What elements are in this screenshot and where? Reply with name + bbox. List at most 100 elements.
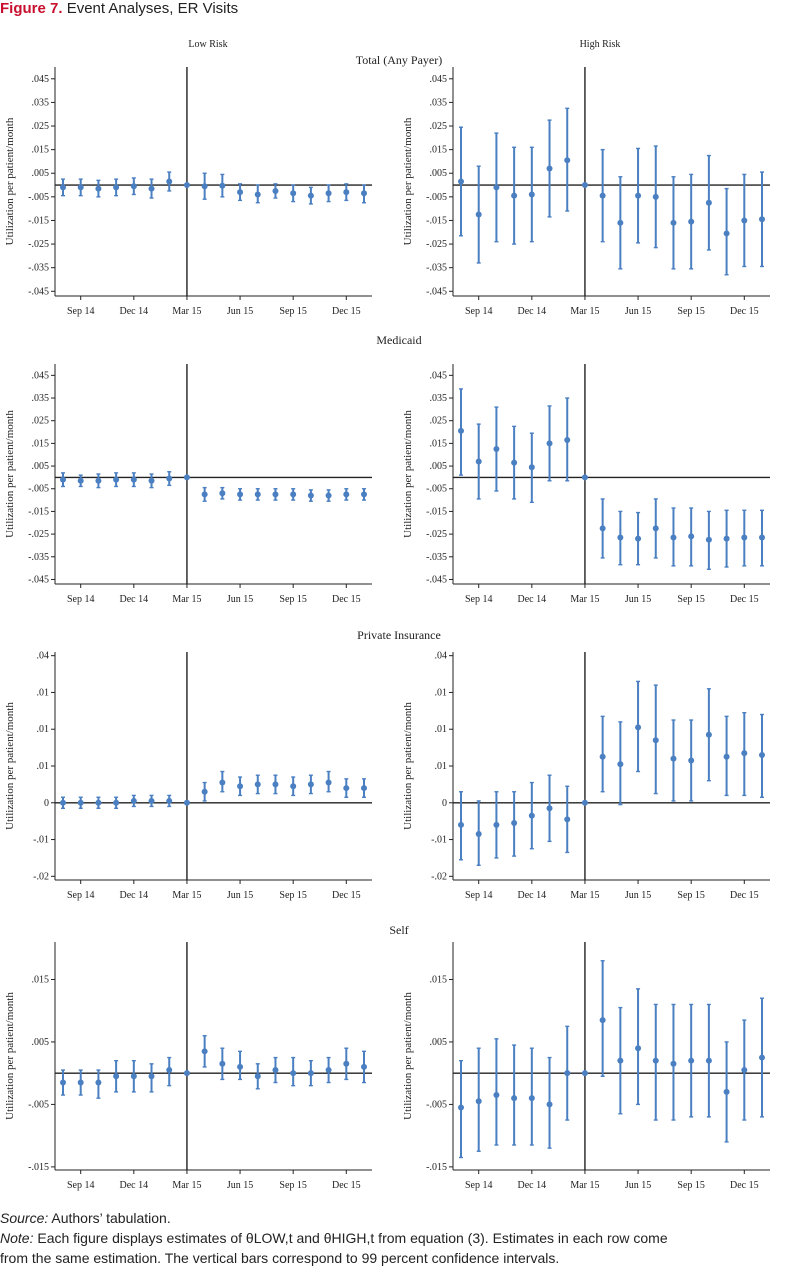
estimate-point xyxy=(670,534,677,541)
note-text-1: Each figure displays estimates of θLOW,t… xyxy=(37,1230,668,1246)
y-tick-label: -.005 xyxy=(28,192,49,203)
x-tick-label: Dec 14 xyxy=(518,1180,547,1191)
y-tick-label: 0 xyxy=(442,798,447,809)
estimate-point xyxy=(705,199,712,206)
y-tick-label: .015 xyxy=(32,974,50,985)
estimate-point xyxy=(237,783,244,790)
estimate-point xyxy=(201,183,208,190)
y-tick-label: .025 xyxy=(32,121,50,132)
estimate-point xyxy=(60,184,66,191)
y-tick-label: -.005 xyxy=(426,192,447,203)
y-tick-label: .01 xyxy=(37,761,50,772)
estimate-point xyxy=(458,1104,464,1111)
estimate-point xyxy=(493,184,500,191)
estimate-point xyxy=(343,785,350,792)
y-axis-title: Utilization per patient/month xyxy=(402,410,414,538)
x-tick-label: Sep 14 xyxy=(465,890,493,901)
estimate-point xyxy=(528,191,535,198)
estimate-point xyxy=(325,1067,332,1074)
estimate-point xyxy=(493,446,500,453)
y-tick-label: .04 xyxy=(435,651,448,662)
estimate-point xyxy=(493,1092,500,1099)
y-tick-label: .025 xyxy=(430,121,448,132)
estimate-point xyxy=(705,731,712,738)
estimate-point xyxy=(581,474,588,481)
estimate-point xyxy=(307,781,314,788)
y-axis-title: Utilization per patient/month xyxy=(4,117,16,245)
estimate-point xyxy=(77,1079,84,1086)
estimate-point xyxy=(237,1063,244,1070)
estimate-point xyxy=(688,757,695,764)
y-tick-label: -.035 xyxy=(426,263,447,274)
estimate-point xyxy=(183,182,190,189)
estimate-point xyxy=(272,491,279,498)
x-tick-label: Dec 15 xyxy=(730,890,759,901)
y-axis-title: Utilization per patient/month xyxy=(4,702,16,830)
estimate-point xyxy=(652,193,659,200)
estimate-point xyxy=(617,1057,624,1064)
estimate-point xyxy=(741,534,748,541)
y-tick-label: .015 xyxy=(430,145,448,156)
estimate-point xyxy=(237,189,244,196)
estimate-point xyxy=(272,1067,279,1074)
figure-title: Figure 7. Event Analyses, ER Visits xyxy=(0,0,238,18)
estimate-point xyxy=(201,788,208,795)
estimate-point xyxy=(130,1073,137,1080)
y-tick-label: -.025 xyxy=(28,239,49,250)
y-axis-title: Utilization per patient/month xyxy=(4,410,16,538)
y-tick-label: .01 xyxy=(435,761,448,772)
x-tick-label: Sep 15 xyxy=(677,1180,705,1191)
estimate-point xyxy=(458,821,464,828)
estimate-point xyxy=(617,534,624,541)
y-tick-label: -.035 xyxy=(28,552,49,563)
y-tick-label: -.025 xyxy=(426,239,447,250)
x-tick-label: Mar 15 xyxy=(570,594,599,605)
estimate-point xyxy=(652,525,659,532)
estimate-point xyxy=(511,459,518,466)
y-tick-label: .045 xyxy=(32,370,50,381)
estimate-point xyxy=(688,1057,695,1064)
estimate-point xyxy=(705,1057,712,1064)
estimate-point xyxy=(458,427,464,434)
y-tick-label: .035 xyxy=(32,97,50,108)
y-tick-label: -.035 xyxy=(426,552,447,563)
estimate-point xyxy=(475,1098,482,1105)
y-tick-label: -.01 xyxy=(33,835,49,846)
y-tick-label: .01 xyxy=(37,687,50,698)
estimate-point xyxy=(201,1048,208,1055)
y-axis-title: Utilization per patient/month xyxy=(4,992,16,1120)
estimate-point xyxy=(759,216,765,223)
estimate-point xyxy=(343,189,350,196)
x-tick-label: Dec 15 xyxy=(332,1180,361,1191)
estimate-point xyxy=(95,799,102,806)
estimate-point xyxy=(130,476,137,483)
estimate-point xyxy=(705,536,712,543)
estimate-point xyxy=(670,219,677,226)
estimate-point xyxy=(113,1073,120,1080)
estimate-point xyxy=(581,799,588,806)
estimate-point xyxy=(219,779,226,786)
estimate-point xyxy=(272,781,279,788)
estimate-point xyxy=(219,182,226,189)
chart-panel-3: Medicaid .045 .035 .025 .015 .005 -.005 -.015 -.… xyxy=(4,333,422,605)
estimate-point xyxy=(166,797,173,804)
estimate-point xyxy=(254,491,261,498)
y-tick-label: -.005 xyxy=(28,1099,49,1110)
chart-panel-1: Total (Any Payer) .045 .035 .025 .015 .005 -.0… xyxy=(4,53,442,317)
estimate-point xyxy=(254,1073,261,1080)
estimate-point xyxy=(237,491,244,498)
estimate-point xyxy=(77,477,84,484)
estimate-point xyxy=(511,1095,518,1102)
estimate-point xyxy=(723,535,730,542)
estimate-point xyxy=(307,492,314,499)
y-tick-label: .015 xyxy=(32,145,50,156)
note-line-1: Note: Each figure displays estimates of … xyxy=(0,1228,798,1248)
note-label: Note: xyxy=(0,1230,34,1246)
y-tick-label: -.045 xyxy=(28,574,49,585)
x-tick-label: Sep 14 xyxy=(67,594,95,605)
y-tick-label: -.045 xyxy=(426,574,447,585)
x-tick-label: Sep 15 xyxy=(279,890,307,901)
y-tick-label: -.005 xyxy=(28,484,49,495)
x-tick-label: Sep 15 xyxy=(279,594,307,605)
x-tick-label: Dec 14 xyxy=(120,1180,149,1191)
